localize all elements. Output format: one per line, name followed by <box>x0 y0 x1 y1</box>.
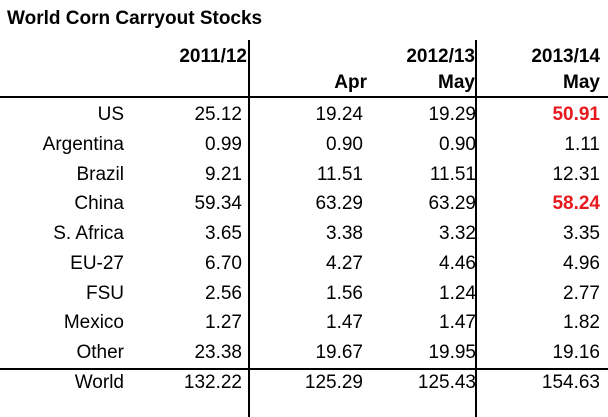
total-rule <box>0 368 608 370</box>
row-label: US <box>97 104 124 125</box>
value-cell: 4.96 <box>563 253 600 274</box>
value-cell: 2.77 <box>563 283 600 304</box>
table-row-eu-27: EU-27 6.70 4.27 4.46 4.96 <box>0 249 608 279</box>
table-row-world: World 132.22 125.29 125.43 154.63 <box>0 368 608 398</box>
value-cell: 125.29 <box>304 372 363 393</box>
value-cell: 3.35 <box>563 223 600 244</box>
row-label: Brazil <box>76 164 124 185</box>
value-cell: 63.29 <box>315 193 363 214</box>
row-label: Argentina <box>42 134 124 155</box>
value-cell: 3.32 <box>439 223 476 244</box>
value-cell: 63.29 <box>428 193 476 214</box>
value-cell: 19.67 <box>315 342 363 363</box>
value-cell: 3.65 <box>205 223 242 244</box>
table-row-other: Other 23.38 19.67 19.95 19.16 <box>0 338 608 368</box>
header-month-may-2013-14: May <box>563 72 600 93</box>
value-cell: 9.21 <box>205 164 242 185</box>
value-cell: 1.11 <box>564 134 600 155</box>
table-title: World Corn Carryout Stocks <box>7 8 263 29</box>
value-cell: 25.12 <box>194 104 242 125</box>
value-cell: 59.34 <box>194 193 242 214</box>
row-label: Other <box>76 342 124 363</box>
value-cell: 154.63 <box>541 372 600 393</box>
row-label: World <box>74 372 124 393</box>
value-cell: 12.31 <box>552 164 600 185</box>
value-cell: 4.46 <box>439 253 476 274</box>
value-cell: 4.27 <box>326 253 363 274</box>
table-row-mexico: Mexico 1.27 1.47 1.47 1.82 <box>0 308 608 338</box>
table-row-china: China 59.34 63.29 63.29 58.24 <box>0 189 608 219</box>
value-cell: 1.24 <box>439 283 476 304</box>
value-cell: 1.47 <box>439 312 476 333</box>
table-row-fsu: FSU 2.56 1.56 1.24 2.77 <box>0 279 608 309</box>
value-cell: 19.24 <box>315 104 363 125</box>
row-label: S. Africa <box>53 223 124 244</box>
header-year-2011-12: 2011/12 <box>179 46 247 67</box>
value-cell: 11.51 <box>429 164 476 185</box>
value-cell: 23.38 <box>194 342 242 363</box>
value-cell: 0.90 <box>326 134 363 155</box>
value-cell: 1.27 <box>205 312 242 333</box>
value-cell: 1.47 <box>326 312 363 333</box>
value-cell: 19.29 <box>428 104 476 125</box>
row-label: China <box>74 193 124 214</box>
value-cell: 3.38 <box>326 223 363 244</box>
table-row-s-africa: S. Africa 3.65 3.38 3.32 3.35 <box>0 219 608 249</box>
value-cell: 11.51 <box>316 164 363 185</box>
value-cell: 1.56 <box>326 283 363 304</box>
header-year-2013-14: 2013/14 <box>531 46 600 67</box>
value-cell: 0.99 <box>205 134 242 155</box>
column-divider-2 <box>475 40 477 417</box>
value-cell: 2.56 <box>205 283 242 304</box>
header-rule <box>0 96 608 98</box>
value-cell: 6.70 <box>205 253 242 274</box>
header-month-may-2012-13: May <box>438 72 475 93</box>
value-cell: 0.90 <box>439 134 476 155</box>
row-label: EU-27 <box>70 253 124 274</box>
value-cell: 50.91 <box>552 104 600 125</box>
value-cell: 1.82 <box>563 312 600 333</box>
value-cell: 125.43 <box>417 372 476 393</box>
table-row-argentina: Argentina 0.99 0.90 0.90 1.11 <box>0 130 608 160</box>
value-cell: 132.22 <box>183 372 242 393</box>
table-row-brazil: Brazil 9.21 11.51 11.51 12.31 <box>0 160 608 190</box>
header-year-2012-13: 2012/13 <box>406 46 475 67</box>
value-cell: 58.24 <box>552 193 600 214</box>
value-cell: 19.95 <box>428 342 476 363</box>
value-cell: 19.16 <box>552 342 600 363</box>
column-divider-1 <box>248 40 250 417</box>
header-month-apr: Apr <box>334 72 367 93</box>
row-label: FSU <box>86 283 124 304</box>
row-label: Mexico <box>63 312 124 333</box>
table-row-us: US 25.12 19.24 19.29 50.91 <box>0 100 608 130</box>
